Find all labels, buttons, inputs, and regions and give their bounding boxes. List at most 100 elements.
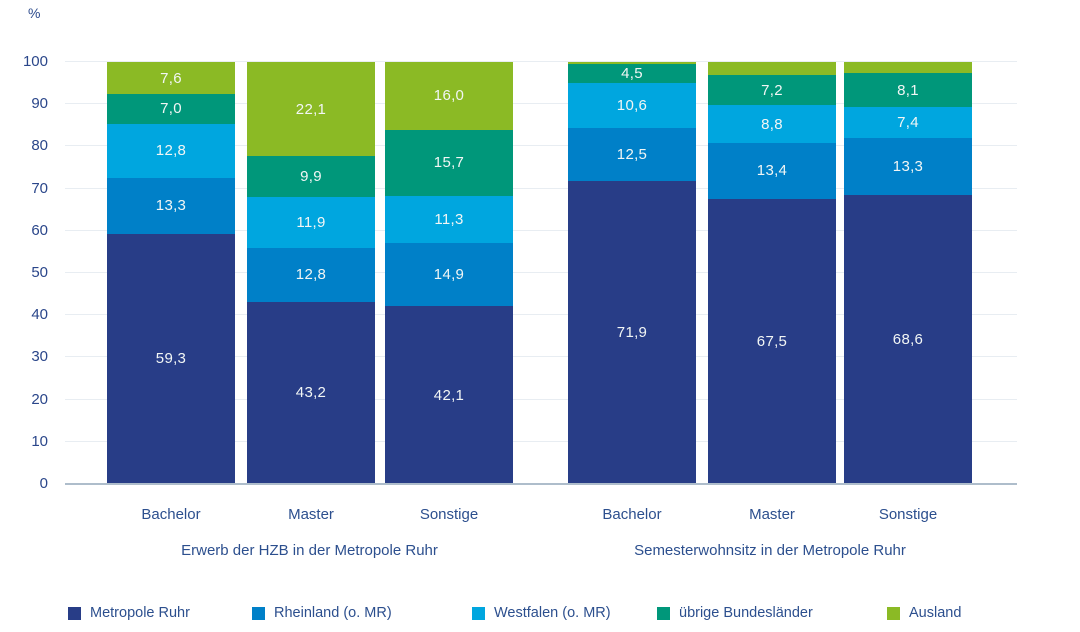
bar-erwerb-der-hzb-in-der-metropole-ruhr-sonstige: 42,1 14,9 11,3 15,7 16,0: [385, 62, 513, 484]
legend-item-ausland: Ausland: [887, 605, 961, 621]
bar-segment-ausland: [844, 62, 972, 73]
category-label-bachelor: Bachelor: [141, 506, 201, 523]
y-axis-unit-label: %: [28, 5, 41, 21]
gridline: [65, 187, 1017, 189]
legend-label: Ausland: [909, 605, 962, 621]
y-tick-label: 40: [31, 306, 48, 324]
legend-item-rheinland-o-mr: Rheinland (o. MR): [252, 605, 392, 621]
bar-semesterwohnsitz-in-der-metropole-ruhr-sonstige: 68,6 13,3 7,4 8,1: [844, 62, 972, 484]
legend-item-brige-bundesl-nder: übrige Bundesländer: [657, 605, 813, 621]
legend-swatch-icon: [887, 606, 900, 620]
y-tick-label: 50: [31, 264, 48, 281]
bar-segment-westfalen-o-mr: 8,8: [708, 105, 836, 143]
legend-swatch-icon: [252, 606, 265, 620]
bar-segment-rheinland-o-mr: 12,5: [568, 127, 696, 181]
bar-value-label: 68,6: [892, 330, 924, 348]
y-tick-label: 80: [31, 137, 48, 155]
bar-segment-metropole-ruhr: 43,2: [247, 301, 375, 484]
bar-segment-westfalen-o-mr: 7,4: [844, 107, 972, 139]
bar-value-label: 10,6: [616, 96, 648, 114]
bar-value-label: 11,3: [434, 211, 464, 229]
bar-segment-ausland: 7,6: [107, 62, 235, 95]
bar-segment-brige-bundesl-nder: 8,1: [844, 73, 972, 108]
bar-value-label: 22,1: [295, 100, 327, 118]
bar-segment-brige-bundesl-nder: 7,0: [107, 94, 235, 124]
bar-value-label: 59,3: [155, 350, 187, 368]
bar-segment-brige-bundesl-nder: 4,5: [568, 64, 696, 84]
legend-item-metropole-ruhr: Metropole Ruhr: [68, 605, 190, 621]
bar-value-label: 4,5: [621, 65, 643, 83]
y-tick-label: 30: [31, 348, 48, 366]
gridline: [65, 229, 1017, 231]
bar-value-label: 13,4: [756, 162, 788, 180]
legend-swatch-icon: [68, 606, 81, 620]
bar-segment-westfalen-o-mr: 12,8: [107, 123, 235, 178]
bar-segment-metropole-ruhr: 59,3: [107, 233, 235, 484]
x-axis-baseline: [65, 483, 1017, 485]
gridline: [65, 398, 1017, 400]
bar-segment-ausland: [708, 62, 836, 76]
y-tick-label: 100: [22, 53, 48, 70]
bar-segment-ausland: [568, 62, 696, 65]
bar-value-label: 7,4: [897, 114, 919, 132]
gridline: [65, 272, 1017, 273]
bar-segment-rheinland-o-mr: 13,4: [708, 142, 836, 200]
bar-value-label: 11,9: [296, 214, 326, 232]
bar-segment-westfalen-o-mr: 11,9: [247, 197, 375, 248]
legend-item-westfalen-o-mr: Westfalen (o. MR): [472, 605, 611, 621]
bar-segment-westfalen-o-mr: 11,3: [385, 195, 513, 244]
bar-erwerb-der-hzb-in-der-metropole-ruhr-bachelor: 59,3 13,3 12,8 7,0 7,6: [107, 62, 235, 484]
legend-swatch-icon: [657, 606, 670, 620]
bar-segment-rheinland-o-mr: 14,9: [385, 243, 513, 307]
bar-value-label: 15,7: [433, 154, 465, 172]
bar-value-label: 7,0: [160, 100, 182, 118]
y-tick-label: 90: [31, 95, 48, 113]
bar-segment-rheinland-o-mr: 13,3: [844, 138, 972, 195]
bar-segment-metropole-ruhr: 68,6: [844, 194, 972, 484]
y-tick-label: 20: [31, 390, 48, 408]
plot-area: 59,3 13,3 12,8 7,0 7,6 43,2 12,8 11,9 9,9 22,1 42,…: [65, 61, 1017, 485]
bar-segment-brige-bundesl-nder: 7,2: [708, 75, 836, 106]
bar-semesterwohnsitz-in-der-metropole-ruhr-master: 67,5 13,4 8,8 7,2: [708, 62, 836, 484]
y-tick-label: 60: [31, 221, 48, 239]
bar-value-label: 13,3: [892, 157, 924, 175]
bar-value-label: 43,2: [295, 384, 327, 402]
bar-segment-metropole-ruhr: 71,9: [568, 180, 696, 484]
group-title-hzb: Erwerb der HZB in der Metropole Ruhr: [181, 542, 438, 559]
bar-erwerb-der-hzb-in-der-metropole-ruhr-master: 43,2 12,8 11,9 9,9 22,1: [247, 62, 375, 484]
category-label-sonstige: Sonstige: [419, 506, 479, 523]
bar-segment-rheinland-o-mr: 13,3: [107, 177, 235, 234]
bar-segment-brige-bundesl-nder: 9,9: [247, 155, 375, 198]
bar-value-label: 9,9: [300, 168, 322, 186]
category-label-bachelor: Bachelor: [602, 506, 662, 523]
bar-semesterwohnsitz-in-der-metropole-ruhr-bachelor: 71,9 12,5 10,6 4,5: [568, 62, 696, 484]
legend-swatch-icon: [472, 606, 485, 620]
bar-value-label: 14,9: [433, 266, 465, 284]
bar-value-label: 12,5: [616, 145, 648, 163]
category-label-master: Master: [749, 506, 795, 523]
y-tick-label: 10: [31, 432, 48, 450]
gridline: [65, 61, 1017, 62]
bar-value-label: 13,3: [155, 197, 187, 215]
gridline: [65, 103, 1017, 105]
bar-value-label: 67,5: [756, 333, 788, 351]
gridline: [65, 356, 1017, 358]
bar-segment-metropole-ruhr: 42,1: [385, 306, 513, 484]
bar-segment-brige-bundesl-nder: 15,7: [385, 129, 513, 196]
bar-value-label: 42,1: [433, 386, 465, 404]
legend-label: Metropole Ruhr: [90, 605, 190, 621]
bar-value-label: 71,9: [616, 323, 648, 341]
bar-segment-ausland: 22,1: [247, 62, 375, 156]
category-label-sonstige: Sonstige: [878, 506, 938, 523]
y-tick-label: 70: [31, 179, 48, 197]
gridline: [65, 314, 1017, 316]
bar-value-label: 12,8: [155, 142, 187, 160]
group-title-semesterwohnsitz: Semesterwohnsitz in der Metropole Ruhr: [634, 542, 906, 559]
category-label-master: Master: [288, 506, 334, 523]
legend-label: Westfalen (o. MR): [494, 605, 611, 621]
bar-segment-westfalen-o-mr: 10,6: [568, 83, 696, 128]
bar-value-label: 7,2: [761, 81, 783, 99]
bar-value-label: 8,8: [761, 115, 783, 133]
bar-value-label: 12,8: [295, 266, 327, 284]
